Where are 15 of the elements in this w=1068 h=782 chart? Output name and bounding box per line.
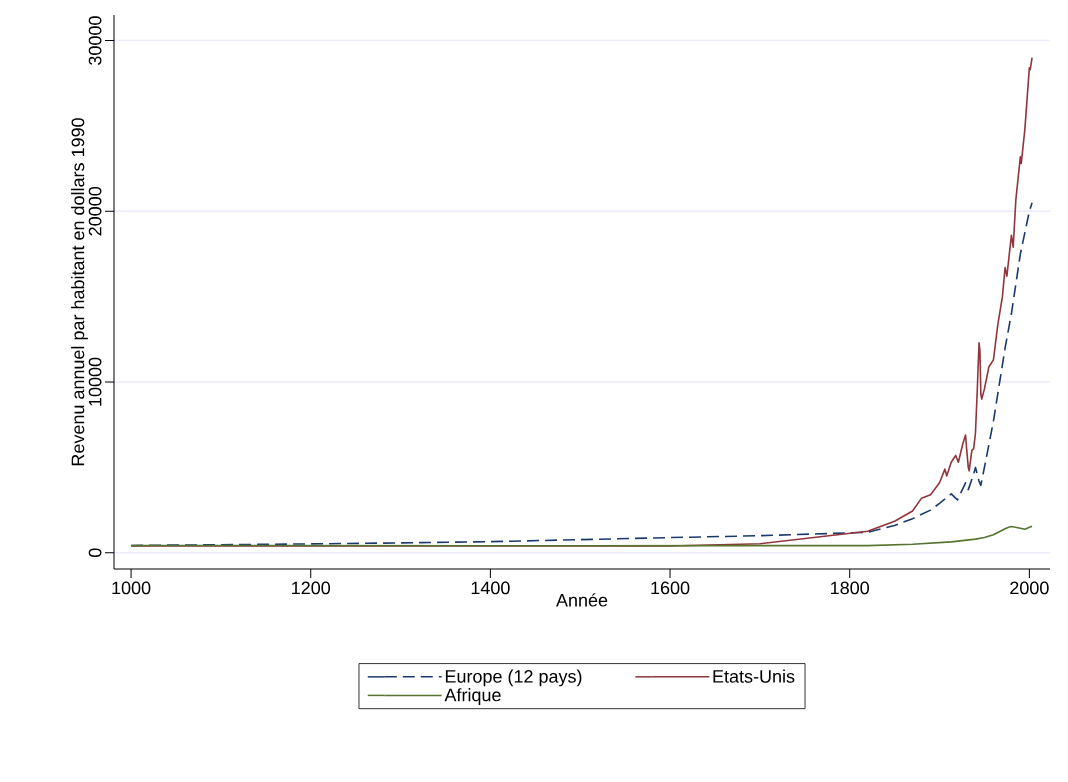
- legend-label: Europe (12 pays): [445, 669, 582, 687]
- y-axis-title: Revenu annuel par habitant en dollars 1990: [71, 118, 88, 466]
- y-tick-label: 20000: [88, 187, 102, 236]
- x-axis-title: Année: [556, 593, 608, 607]
- y-tick-label: 10000: [88, 357, 102, 406]
- y-tick-label: 30000: [88, 16, 102, 65]
- x-tick-label: 1400: [471, 581, 510, 595]
- y-tick-label: 0: [88, 548, 102, 558]
- x-tick-label: 1600: [651, 581, 690, 595]
- x-tick-label: 1000: [112, 581, 151, 595]
- legend-label: Etats-Unis: [713, 669, 795, 683]
- legend-label: Afrique: [444, 688, 501, 705]
- x-tick-label: 1800: [831, 581, 870, 595]
- x-tick-label: 2000: [1010, 581, 1049, 595]
- x-tick-label: 1200: [292, 581, 331, 595]
